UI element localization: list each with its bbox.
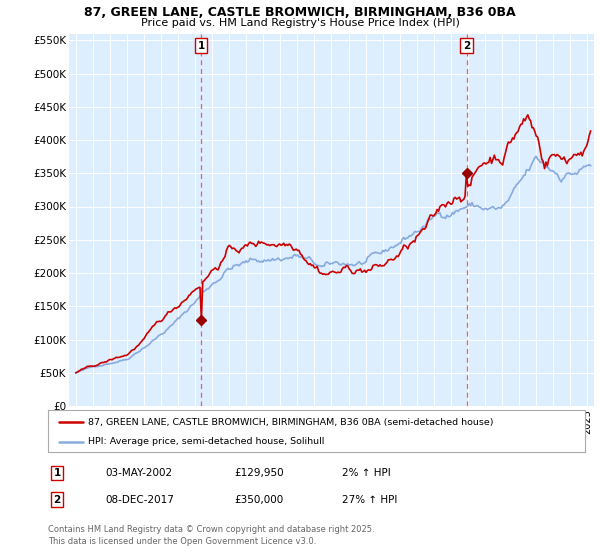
Text: 2: 2 (463, 40, 470, 50)
Text: £350,000: £350,000 (234, 494, 283, 505)
Text: 1: 1 (53, 468, 61, 478)
Text: 87, GREEN LANE, CASTLE BROMWICH, BIRMINGHAM, B36 0BA: 87, GREEN LANE, CASTLE BROMWICH, BIRMING… (84, 6, 516, 18)
Text: Contains HM Land Registry data © Crown copyright and database right 2025.
This d: Contains HM Land Registry data © Crown c… (48, 525, 374, 546)
Text: 2: 2 (53, 494, 61, 505)
Text: 08-DEC-2017: 08-DEC-2017 (105, 494, 174, 505)
Text: HPI: Average price, semi-detached house, Solihull: HPI: Average price, semi-detached house,… (88, 437, 325, 446)
Text: 87, GREEN LANE, CASTLE BROMWICH, BIRMINGHAM, B36 0BA (semi-detached house): 87, GREEN LANE, CASTLE BROMWICH, BIRMING… (88, 418, 494, 427)
Text: £129,950: £129,950 (234, 468, 284, 478)
Text: Price paid vs. HM Land Registry's House Price Index (HPI): Price paid vs. HM Land Registry's House … (140, 18, 460, 28)
Text: 1: 1 (197, 40, 205, 50)
Text: 27% ↑ HPI: 27% ↑ HPI (342, 494, 397, 505)
Text: 03-MAY-2002: 03-MAY-2002 (105, 468, 172, 478)
Text: 2% ↑ HPI: 2% ↑ HPI (342, 468, 391, 478)
